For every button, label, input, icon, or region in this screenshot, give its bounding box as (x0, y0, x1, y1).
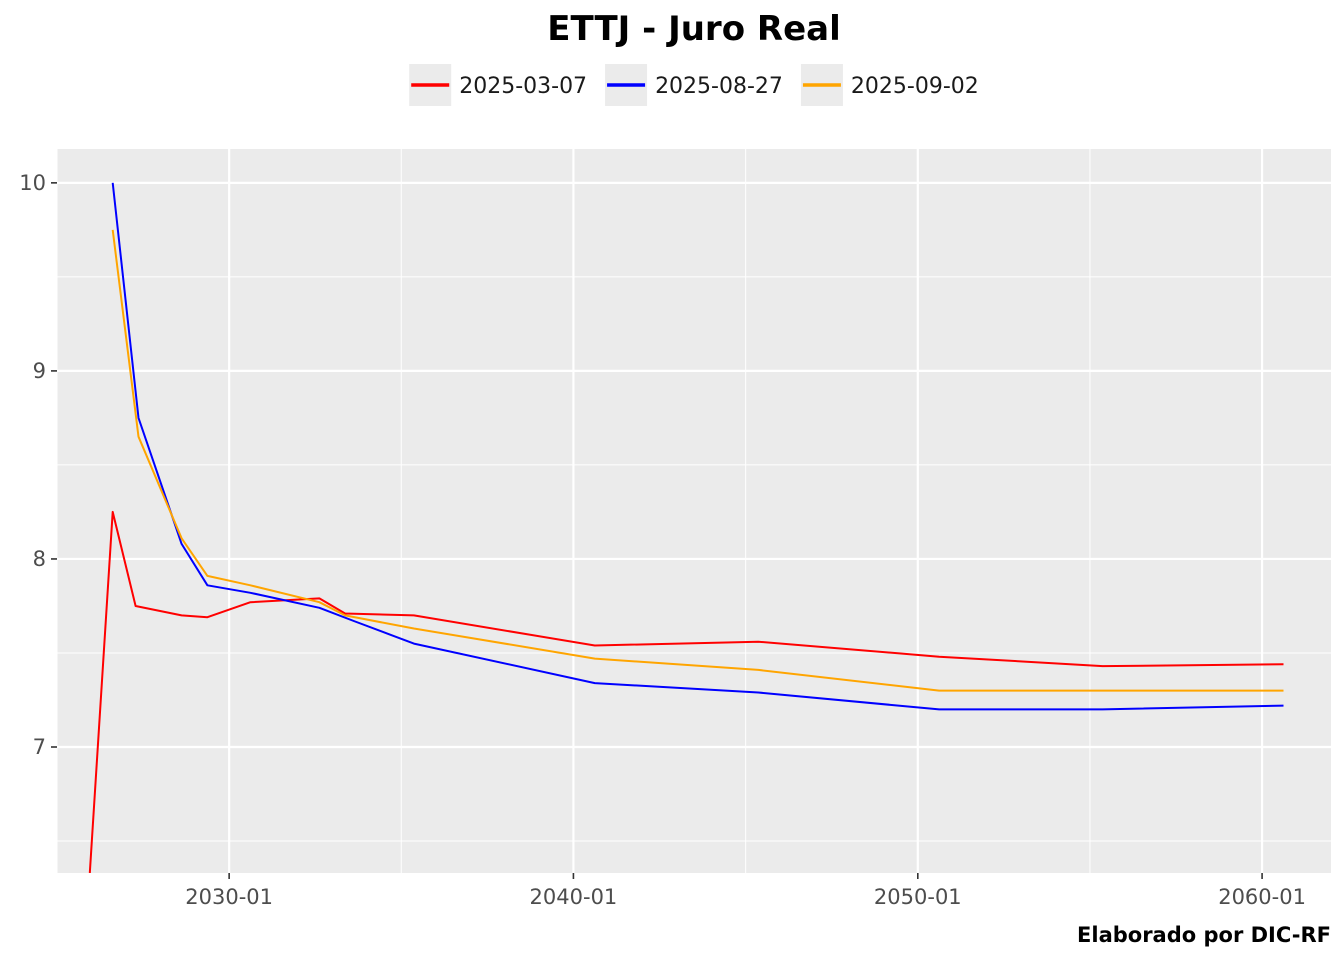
minor-gridlines (56, 149, 1331, 873)
x-tick-label: 2050-01 (874, 885, 962, 909)
legend-label: 2025-08-27 (655, 74, 783, 99)
legend: 2025-03-07 2025-08-27 2025-09-02 (409, 64, 979, 106)
major-gridlines (57, 149, 1331, 873)
series-lines (88, 182, 1284, 873)
y-tick-label: 8 (33, 547, 46, 571)
y-tick-label: 10 (19, 171, 46, 195)
legend-item: 2025-03-07 (409, 64, 587, 106)
plot-panel (57, 149, 1331, 873)
legend-item: 2025-08-27 (605, 64, 783, 106)
series-line-2025-08-27 (111, 182, 1284, 711)
chart-title: ETTJ - Juro Real (547, 9, 840, 49)
x-tick-label: 2040-01 (530, 885, 618, 909)
series-line-2025-09-02 (111, 229, 1284, 692)
y-tick-label: 7 (33, 735, 46, 759)
y-tick-label: 9 (33, 359, 46, 383)
legend-item: 2025-09-02 (800, 64, 979, 106)
x-axis: 2030-01 2040-01 2050-01 2060-01 (185, 873, 1306, 909)
legend-label: 2025-09-02 (851, 74, 979, 99)
legend-label: 2025-03-07 (459, 74, 587, 99)
y-axis: 7 8 9 10 (19, 171, 57, 759)
x-tick-label: 2060-01 (1218, 885, 1306, 909)
x-tick-label: 2030-01 (185, 885, 273, 909)
chart-caption: Elaborado por DIC-RF (1077, 923, 1331, 947)
series-line-2025-03-07 (88, 510, 1284, 873)
